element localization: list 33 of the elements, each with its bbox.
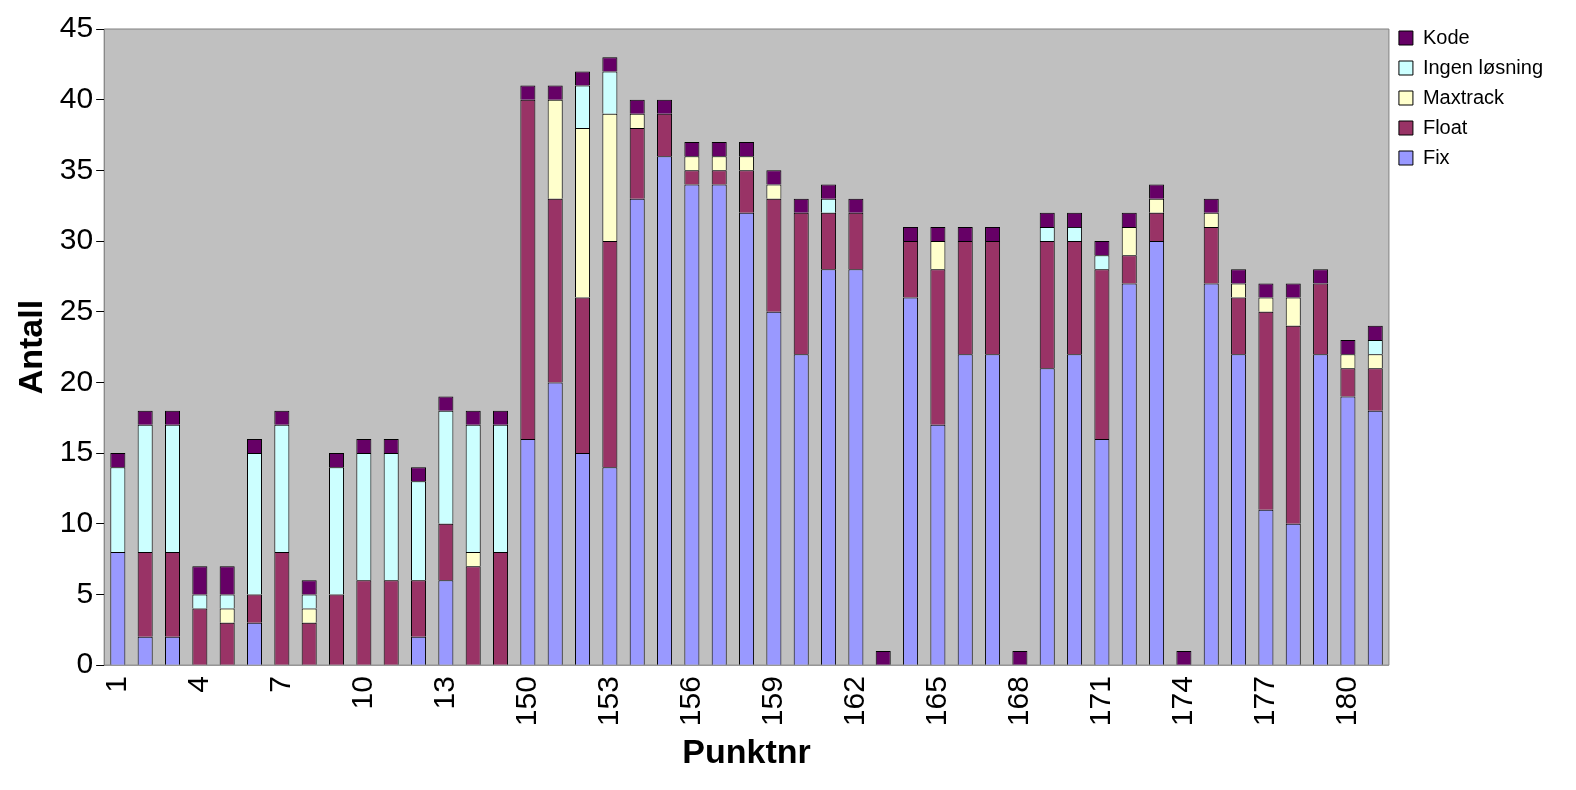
x-tick-label: 180: [1329, 676, 1363, 727]
x-tick-label: 174: [1165, 676, 1199, 727]
x-tick-label: 13: [427, 676, 461, 710]
x-tick-label: 168: [1001, 676, 1035, 727]
y-axis-title: Antall: [10, 299, 49, 395]
x-tick-label: 153: [591, 676, 625, 727]
legend-label: Float: [1422, 115, 1468, 138]
x-tick-label: 10: [345, 676, 379, 710]
y-tick-label: 35: [59, 151, 94, 185]
y-tick-label: 30: [59, 222, 94, 256]
x-tick-label: 150: [509, 676, 543, 727]
y-tick-label: 15: [59, 434, 94, 468]
x-tick-label: 162: [837, 676, 871, 727]
y-tick-label: 40: [59, 80, 94, 114]
x-tick-label: 171: [1083, 676, 1117, 727]
x-tick-label: 177: [1247, 676, 1281, 727]
legend-label: Fix: [1422, 145, 1450, 168]
x-axis-title: Punktnr: [682, 731, 811, 770]
x-tick-label: 165: [919, 676, 953, 727]
x-tick-label: 1: [99, 676, 133, 693]
x-tick-label: 156: [673, 676, 707, 727]
legend-label: Ingen løsning: [1422, 55, 1543, 78]
x-tick-label: 4: [181, 676, 215, 693]
x-tick-label: 7: [263, 676, 297, 693]
y-tick-label: 20: [59, 363, 94, 397]
x-tick-label: 159: [755, 676, 789, 727]
legend-label: Maxtrack: [1422, 85, 1506, 108]
y-tick-label: 10: [59, 505, 94, 539]
y-tick-label: 45: [59, 10, 94, 44]
y-tick-label: 0: [76, 646, 94, 680]
y-tick-label: 5: [76, 575, 94, 609]
y-tick-label: 25: [59, 293, 94, 326]
legend-label: Kode: [1422, 25, 1470, 48]
